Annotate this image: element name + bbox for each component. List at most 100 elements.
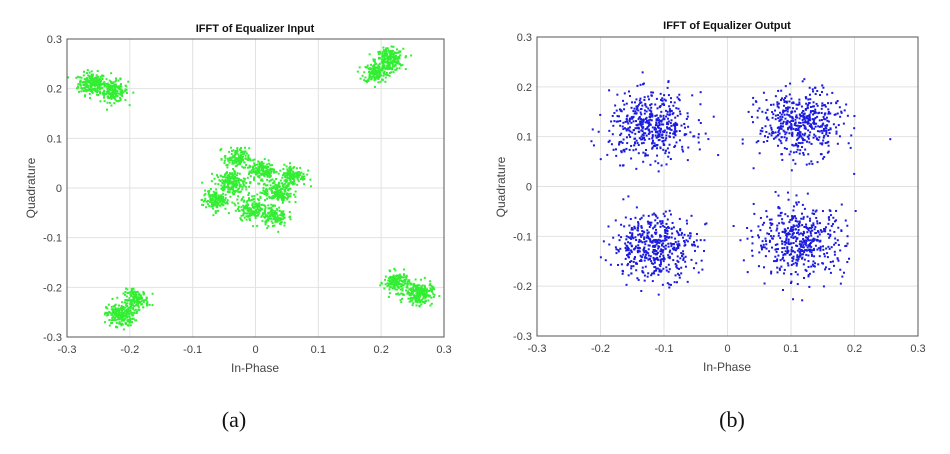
data-point [245, 218, 248, 221]
data-point [259, 209, 262, 212]
data-point [678, 243, 681, 246]
data-point [129, 324, 132, 327]
data-point [120, 311, 123, 314]
data-point [788, 106, 791, 109]
data-point [388, 280, 391, 283]
data-point [214, 211, 217, 214]
data-point [138, 308, 141, 311]
data-point [253, 205, 256, 208]
data-point [652, 227, 655, 230]
data-point [255, 163, 258, 166]
data-point [226, 176, 229, 179]
data-point [637, 246, 640, 249]
data-point [808, 219, 811, 222]
data-point [381, 53, 384, 56]
data-point [800, 249, 803, 252]
data-point [784, 230, 787, 233]
data-point [651, 147, 654, 150]
data-point [126, 292, 129, 295]
data-point [391, 49, 394, 52]
data-point [98, 84, 101, 87]
data-point [810, 126, 813, 129]
data-point [380, 74, 383, 77]
data-point [256, 169, 259, 172]
data-point [259, 195, 262, 198]
data-point [423, 291, 426, 294]
data-point [243, 177, 246, 180]
data-point [418, 284, 421, 287]
data-point [125, 302, 128, 305]
data-point [781, 257, 784, 260]
data-point [284, 189, 287, 192]
data-point [806, 192, 809, 195]
data-point [802, 237, 805, 240]
data-point [813, 265, 816, 268]
data-point [676, 281, 679, 284]
data-point [228, 150, 231, 153]
data-point [665, 238, 668, 241]
data-point [674, 116, 677, 119]
data-point [124, 322, 127, 325]
data-point [641, 119, 644, 122]
data-point [792, 232, 795, 235]
data-point [430, 296, 433, 299]
data-point [797, 121, 800, 124]
data-point [280, 187, 283, 190]
data-point [777, 214, 780, 217]
data-point [272, 194, 275, 197]
data-point [685, 117, 688, 120]
data-point [224, 193, 227, 196]
data-point [686, 280, 689, 283]
data-point [230, 187, 233, 190]
data-point [234, 191, 237, 194]
data-point [757, 140, 760, 143]
data-point [119, 83, 122, 86]
data-point [784, 97, 787, 100]
data-point [771, 222, 774, 225]
data-point [660, 253, 663, 256]
data-point [256, 193, 259, 196]
data-point [274, 212, 277, 215]
data-point [696, 245, 699, 248]
data-point [638, 250, 641, 253]
data-point [99, 80, 102, 83]
data-point [270, 189, 273, 192]
data-point [95, 76, 98, 79]
data-point [280, 210, 283, 213]
data-point [630, 106, 633, 109]
data-point [383, 58, 386, 61]
data-point [674, 249, 677, 252]
data-point [242, 210, 245, 213]
data-point [641, 138, 644, 141]
data-point [250, 169, 253, 172]
data-point [699, 239, 702, 242]
data-point [234, 176, 237, 179]
data-point [655, 231, 658, 234]
data-point [389, 280, 392, 283]
data-point [846, 261, 849, 264]
data-point [663, 239, 666, 242]
data-point [269, 164, 272, 167]
data-point [639, 111, 642, 114]
data-point [258, 171, 261, 174]
data-point [677, 245, 680, 248]
data-point [658, 263, 661, 266]
data-point [630, 121, 633, 124]
data-point [387, 64, 390, 67]
data-point [118, 311, 121, 314]
data-point [787, 231, 790, 234]
data-point [812, 113, 815, 116]
data-point [814, 125, 817, 128]
data-point [637, 103, 640, 106]
data-point [265, 167, 268, 170]
data-point [245, 188, 248, 191]
data-point [394, 51, 397, 54]
data-point [249, 182, 252, 185]
data-point [236, 208, 239, 211]
data-point [667, 120, 670, 123]
data-point [642, 151, 645, 154]
data-point [220, 175, 223, 178]
data-point [660, 127, 663, 130]
data-point [81, 88, 84, 91]
data-point [224, 207, 227, 210]
